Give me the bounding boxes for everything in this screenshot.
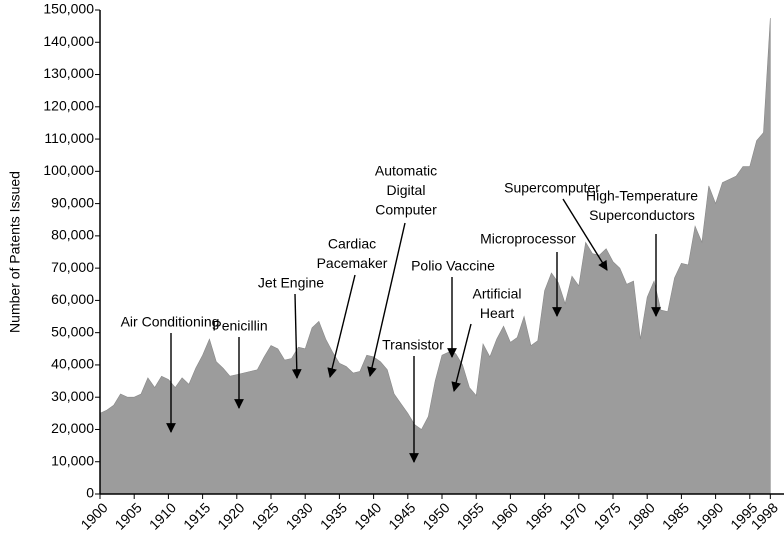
y-tick-label: 120,000 xyxy=(43,98,94,114)
annotation-text: Penicillin xyxy=(212,318,267,334)
annotation-text: Digital xyxy=(387,182,426,198)
annotation-arrow xyxy=(291,293,302,379)
y-tick-label: 0 xyxy=(86,485,94,501)
y-tick-label: 80,000 xyxy=(51,227,94,243)
annotation-text: Pacemaker xyxy=(317,255,388,271)
x-tick-label: 1915 xyxy=(180,499,213,532)
x-tick-label: 1985 xyxy=(659,499,692,532)
x-tick-label: 1940 xyxy=(351,499,384,532)
x-tick-label: 1910 xyxy=(146,499,179,532)
annotation-arrow xyxy=(367,222,406,377)
x-tick-label: 1955 xyxy=(454,499,487,532)
x-tick-label: 1945 xyxy=(385,499,418,532)
annotation-text: Computer xyxy=(375,202,437,218)
x-tick-label: 1965 xyxy=(522,499,555,532)
x-tick-label: 1905 xyxy=(112,499,145,532)
y-tick-label: 10,000 xyxy=(51,452,94,468)
annotation-arrow xyxy=(327,274,356,378)
y-tick-label: 150,000 xyxy=(43,1,94,17)
x-tick-label: 1975 xyxy=(590,499,623,532)
x-tick-label: 1920 xyxy=(214,499,247,532)
x-tick-label: 1935 xyxy=(317,499,350,532)
annotation-text: Artificial xyxy=(472,286,521,302)
x-tick-label: 1930 xyxy=(283,499,316,532)
x-tick-label: 1900 xyxy=(77,499,110,532)
y-tick-label: 130,000 xyxy=(43,65,94,81)
y-tick-label: 70,000 xyxy=(51,259,94,275)
y-tick-label: 90,000 xyxy=(51,194,94,210)
annotation-text: Air Conditioning xyxy=(121,314,220,330)
x-tick-label: 1950 xyxy=(419,499,452,532)
x-tick-label: 1980 xyxy=(625,499,658,532)
x-tick-label: 1925 xyxy=(248,499,281,532)
y-tick-label: 140,000 xyxy=(43,33,94,49)
y-tick-label: 100,000 xyxy=(43,162,94,178)
area xyxy=(99,18,771,495)
y-tick-label: 110,000 xyxy=(44,130,94,146)
annotation-text: Cardiac xyxy=(328,236,376,252)
y-tick-label: 40,000 xyxy=(51,356,94,372)
annotation-text: Automatic xyxy=(375,163,437,179)
annotation-text: Polio Vaccine xyxy=(411,258,495,274)
y-tick-label: 30,000 xyxy=(51,388,94,404)
x-tick-label: 1970 xyxy=(556,499,589,532)
annotation-text: Supercomputer xyxy=(504,180,600,196)
annotation-text: Transistor xyxy=(382,337,444,353)
y-tick-label: 60,000 xyxy=(51,291,94,307)
x-tick-label: 1960 xyxy=(488,499,521,532)
annotation-arrow xyxy=(562,198,608,271)
y-tick-label: 20,000 xyxy=(51,420,94,436)
x-tick-label: 1990 xyxy=(693,499,726,532)
y-axis-label: Number of Patents Issued xyxy=(7,171,23,333)
annotation-text: Microprocessor xyxy=(480,231,576,247)
y-tick-label: 50,000 xyxy=(51,323,94,339)
annotation-text: Superconductors xyxy=(589,207,695,223)
annotation-arrow xyxy=(451,323,472,392)
annotation-text: Jet Engine xyxy=(258,275,324,291)
annotation-text: Heart xyxy=(480,305,514,321)
annotation-text: High-Temperature xyxy=(586,188,698,204)
